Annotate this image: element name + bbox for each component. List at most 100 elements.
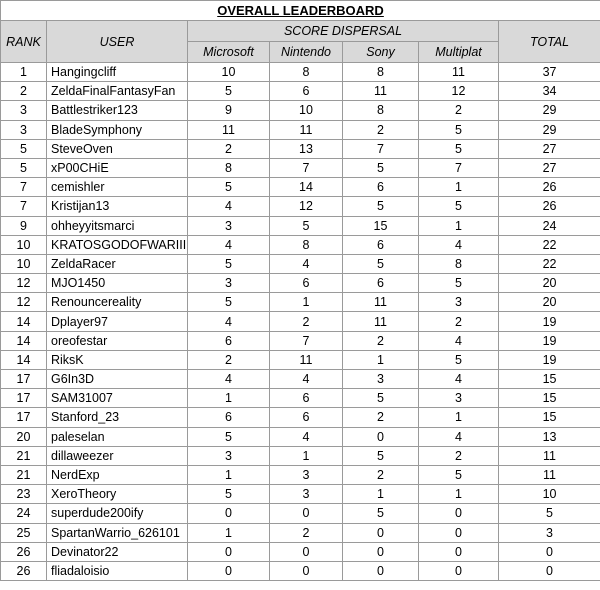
microsoft-score-cell: 0 (187, 560, 270, 582)
nintendo-score-cell: 3 (269, 484, 343, 505)
multiplat-score-cell: 1 (418, 215, 499, 236)
nintendo-score-cell: 0 (269, 541, 343, 562)
user-cell: superdude200ify (46, 503, 188, 524)
multiplat-score-cell: 5 (418, 119, 499, 140)
nintendo-score-cell: 5 (269, 215, 343, 236)
user-cell: paleselan (46, 426, 188, 447)
user-cell: Stanford_23 (46, 407, 188, 428)
microsoft-score-cell: 9 (187, 100, 270, 121)
table-row: 10 KRATOSGODOFWARIII 4 8 6 4 22 (0, 234, 600, 255)
rank-cell: 20 (0, 426, 47, 447)
multiplat-score-cell: 4 (418, 368, 499, 390)
nintendo-score-cell: 2 (269, 311, 343, 332)
user-cell: dillaweezer (46, 445, 188, 466)
total-cell: 27 (497, 157, 600, 179)
score-dispersal-header: SCORE DISPERSAL (187, 20, 499, 42)
table-row: 17 G6In3D 4 4 3 4 15 (0, 368, 600, 390)
rank-cell: 7 (0, 196, 47, 217)
sony-score-cell: 6 (342, 273, 419, 294)
user-cell: ohheyyitsmarci (46, 215, 188, 236)
multiplat-score-cell: 1 (418, 407, 499, 428)
microsoft-score-cell: 6 (187, 407, 270, 428)
total-cell: 22 (497, 253, 600, 275)
microsoft-score-cell: 5 (187, 253, 270, 275)
total-cell: 11 (497, 464, 600, 486)
microsoft-score-cell: 4 (187, 234, 270, 255)
rank-cell: 5 (0, 138, 47, 159)
multiplat-score-cell: 2 (418, 445, 499, 466)
table-row: 5 xP00CHiE 8 7 5 7 27 (0, 157, 600, 179)
table-row: 2 ZeldaFinalFantasyFan 5 6 11 12 34 (0, 81, 600, 102)
nintendo-score-cell: 13 (269, 138, 343, 159)
rank-cell: 23 (0, 484, 47, 505)
user-cell: fliadaloisio (46, 560, 188, 582)
nintendo-score-cell: 12 (269, 196, 343, 217)
multiplat-score-cell: 4 (418, 330, 499, 351)
user-cell: Devinator22 (46, 541, 188, 562)
user-cell: oreofestar (46, 330, 188, 351)
user-cell: G6In3D (46, 368, 188, 390)
multiplat-score-cell: 5 (418, 273, 499, 294)
microsoft-score-cell: 1 (187, 522, 270, 543)
sony-score-cell: 5 (342, 253, 419, 275)
total-cell: 0 (497, 560, 600, 582)
total-cell: 20 (497, 292, 600, 313)
sony-score-cell: 5 (342, 445, 419, 466)
total-cell: 5 (497, 503, 600, 524)
total-cell: 0 (497, 541, 600, 562)
sony-score-cell: 1 (342, 484, 419, 505)
table-row: 9 ohheyyitsmarci 3 5 15 1 24 (0, 215, 600, 236)
user-cell: ZeldaFinalFantasyFan (46, 81, 188, 102)
user-cell: KRATOSGODOFWARIII (46, 234, 188, 255)
table-row: 14 oreofestar 6 7 2 4 19 (0, 330, 600, 351)
multiplat-score-cell: 4 (418, 234, 499, 255)
user-cell: SpartanWarrio_626101 (46, 522, 188, 543)
table-row: 3 Battlestriker123 9 10 8 2 29 (0, 100, 600, 121)
sony-score-cell: 0 (342, 560, 419, 582)
rank-cell: 17 (0, 368, 47, 390)
nintendo-score-cell: 6 (269, 388, 343, 409)
multiplat-score-cell: 2 (418, 100, 499, 121)
rank-cell: 7 (0, 177, 47, 198)
microsoft-score-cell: 1 (187, 464, 270, 486)
rank-cell: 14 (0, 330, 47, 351)
user-cell: SteveOven (46, 138, 188, 159)
sony-score-cell: 8 (342, 61, 419, 83)
nintendo-score-cell: 6 (269, 407, 343, 428)
table-row: 20 paleselan 5 4 0 4 13 (0, 426, 600, 447)
total-cell: 19 (497, 311, 600, 332)
nintendo-score-cell: 0 (269, 503, 343, 524)
table-row: 12 Renouncereality 5 1 11 3 20 (0, 292, 600, 313)
multiplat-header: Multiplat (418, 41, 499, 63)
leaderboard-title: OVERALL LEADERBOARD (0, 0, 600, 21)
sony-score-cell: 0 (342, 541, 419, 562)
table-row: 7 cemishler 5 14 6 1 26 (0, 177, 600, 198)
multiplat-score-cell: 0 (418, 503, 499, 524)
multiplat-score-cell: 12 (418, 81, 499, 102)
nintendo-score-cell: 6 (269, 81, 343, 102)
rank-cell: 24 (0, 503, 47, 524)
total-cell: 29 (497, 119, 600, 140)
rank-cell: 3 (0, 100, 47, 121)
sony-score-cell: 0 (342, 522, 419, 543)
total-cell: 27 (497, 138, 600, 159)
rank-cell: 17 (0, 407, 47, 428)
multiplat-score-cell: 8 (418, 253, 499, 275)
sony-score-cell: 3 (342, 368, 419, 390)
sony-score-cell: 11 (342, 292, 419, 313)
nintendo-score-cell: 11 (269, 349, 343, 371)
multiplat-score-cell: 0 (418, 522, 499, 543)
table-row: 23 XeroTheory 5 3 1 1 10 (0, 484, 600, 505)
rank-cell: 1 (0, 61, 47, 83)
multiplat-score-cell: 7 (418, 157, 499, 179)
rank-cell: 2 (0, 81, 47, 102)
total-cell: 15 (497, 407, 600, 428)
user-cell: Dplayer97 (46, 311, 188, 332)
microsoft-score-cell: 10 (187, 61, 270, 83)
microsoft-score-cell: 4 (187, 368, 270, 390)
table-row: 24 superdude200ify 0 0 5 0 5 (0, 503, 600, 524)
sony-score-cell: 0 (342, 426, 419, 447)
nintendo-score-cell: 4 (269, 253, 343, 275)
rank-cell: 3 (0, 119, 47, 140)
